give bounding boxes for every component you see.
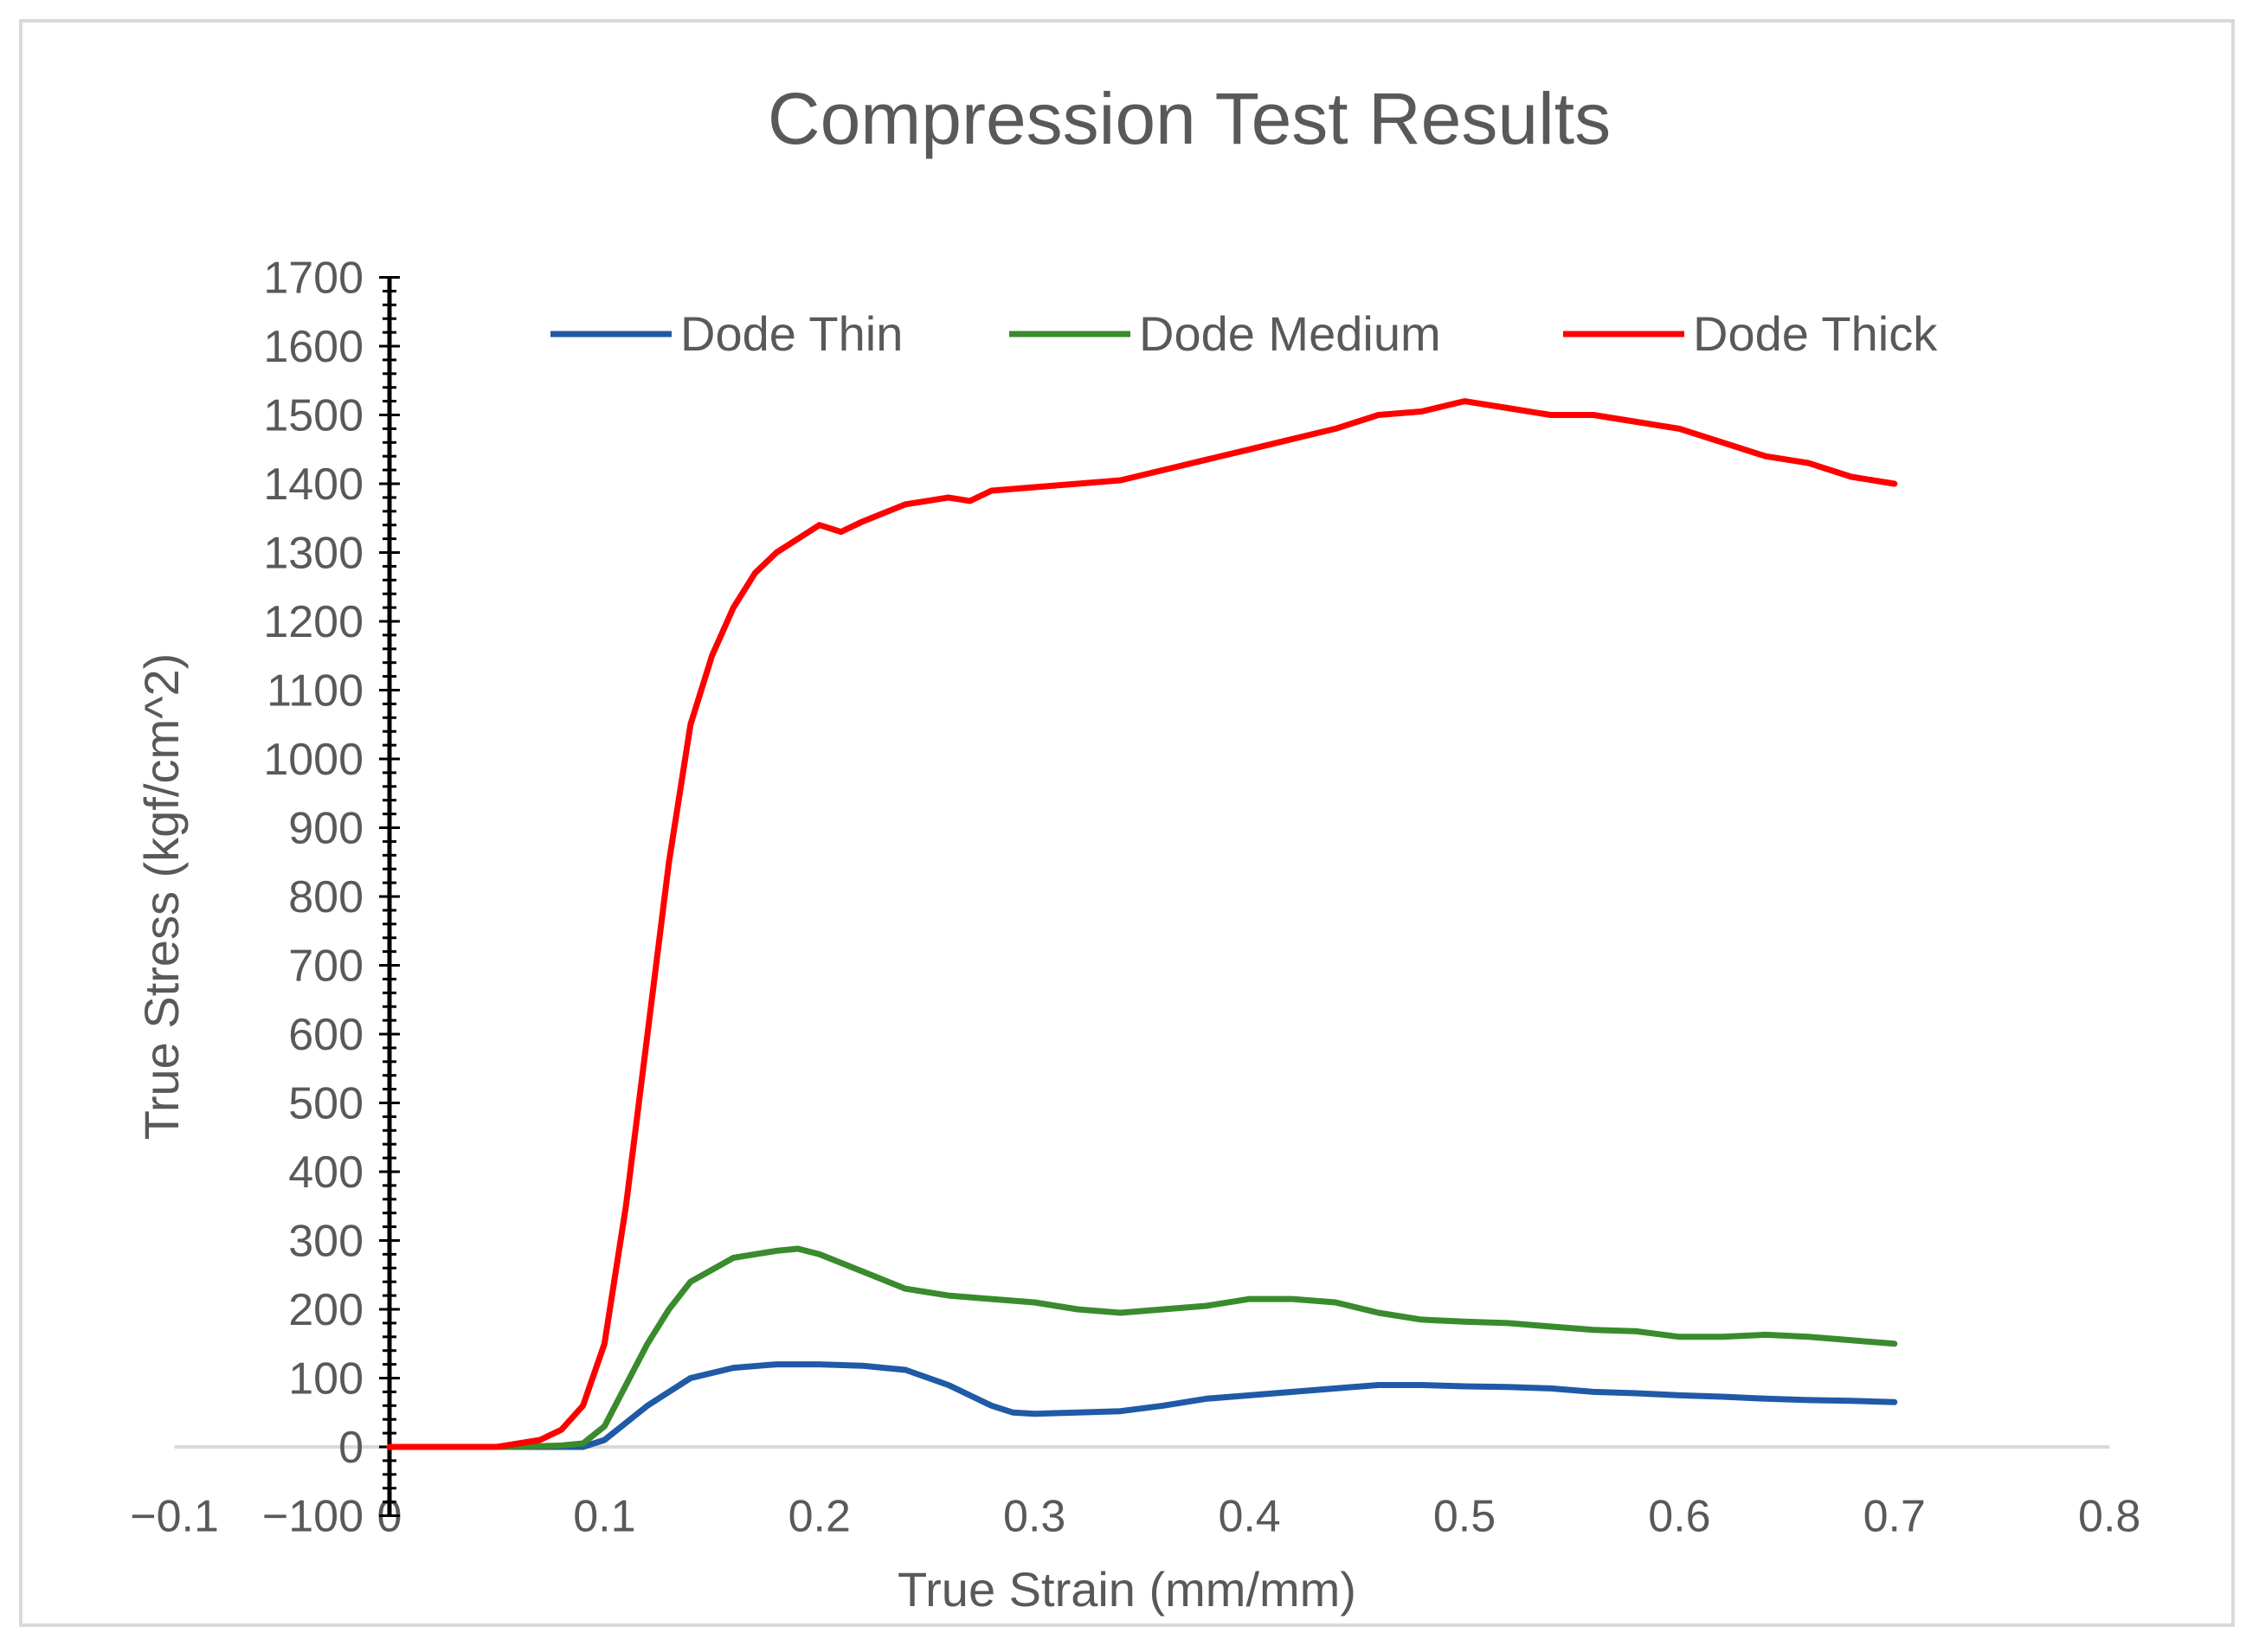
x-axis: −0.100.10.20.30.40.50.60.70.8	[130, 1445, 2140, 1542]
y-tick-label: 1200	[263, 597, 364, 647]
y-tick-label: 1500	[263, 391, 364, 441]
x-axis-title: True Strain (mm/mm)	[898, 1562, 1356, 1617]
chart-svg: Compression Test Results −0.1 0 0.1 0.2 0.3 0…	[130, 78, 2140, 1617]
y-tick-label: 1100	[267, 666, 364, 717]
x-tick-label: −0.1	[130, 1492, 219, 1542]
y-tick-label: 700	[288, 942, 364, 992]
x-tick-label: 0.7	[1863, 1492, 1926, 1542]
x-tick-label: 0.5	[1433, 1492, 1496, 1542]
y-tick-label: 300	[288, 1217, 364, 1267]
x-tick-label: 0.6	[1648, 1492, 1710, 1542]
series-line-dode-medium	[386, 1245, 1898, 1450]
y-tick-label: 500	[288, 1079, 364, 1129]
legend-label: Dode Medium	[1139, 306, 1441, 361]
chart-frame: Compression Test Results −0.1 0 0.1 0.2 0.3 0…	[19, 19, 2235, 1627]
y-tick-label: 1600	[263, 322, 364, 372]
y-axis: −100 0 100 200 300 400 500 600 700 800 900 1000 1100…	[262, 254, 400, 1542]
y-tick-label: 800	[288, 872, 364, 922]
y-tick-label: 100	[288, 1354, 364, 1405]
legend: Dode Thin Dode Medium Dode Thick	[550, 306, 1938, 361]
y-tick-label: 200	[288, 1285, 364, 1335]
y-tick-label: 1700	[263, 254, 364, 304]
y-tick-label: 1400	[263, 460, 364, 510]
y-tick-label: 0	[338, 1423, 364, 1473]
y-axis-title: True Stress (kgf/cm^2)	[134, 653, 189, 1141]
y-tick-label: 1300	[263, 529, 364, 579]
x-tick-label: 0.2	[788, 1492, 851, 1542]
legend-label: Dode Thick	[1693, 306, 1938, 361]
y-tick-label: 600	[288, 1010, 364, 1060]
x-tick-label: 0.8	[2078, 1492, 2140, 1542]
x-tick-label: 0.4	[1218, 1492, 1280, 1542]
y-tick-label: −100	[262, 1492, 364, 1542]
y-tick-label: 1000	[263, 735, 364, 785]
series-line-dode-thick	[386, 398, 1898, 1450]
x-tick-label: 0.3	[1003, 1492, 1065, 1542]
y-tick-label: 400	[288, 1147, 364, 1198]
x-tick-label: 0.1	[573, 1492, 635, 1542]
series-line-dode-thin	[386, 1361, 1898, 1450]
y-tick-label: 900	[288, 804, 364, 854]
legend-label: Dode Thin	[680, 306, 903, 361]
chart-title: Compression Test Results	[768, 78, 1611, 159]
series-layer	[386, 398, 1898, 1450]
